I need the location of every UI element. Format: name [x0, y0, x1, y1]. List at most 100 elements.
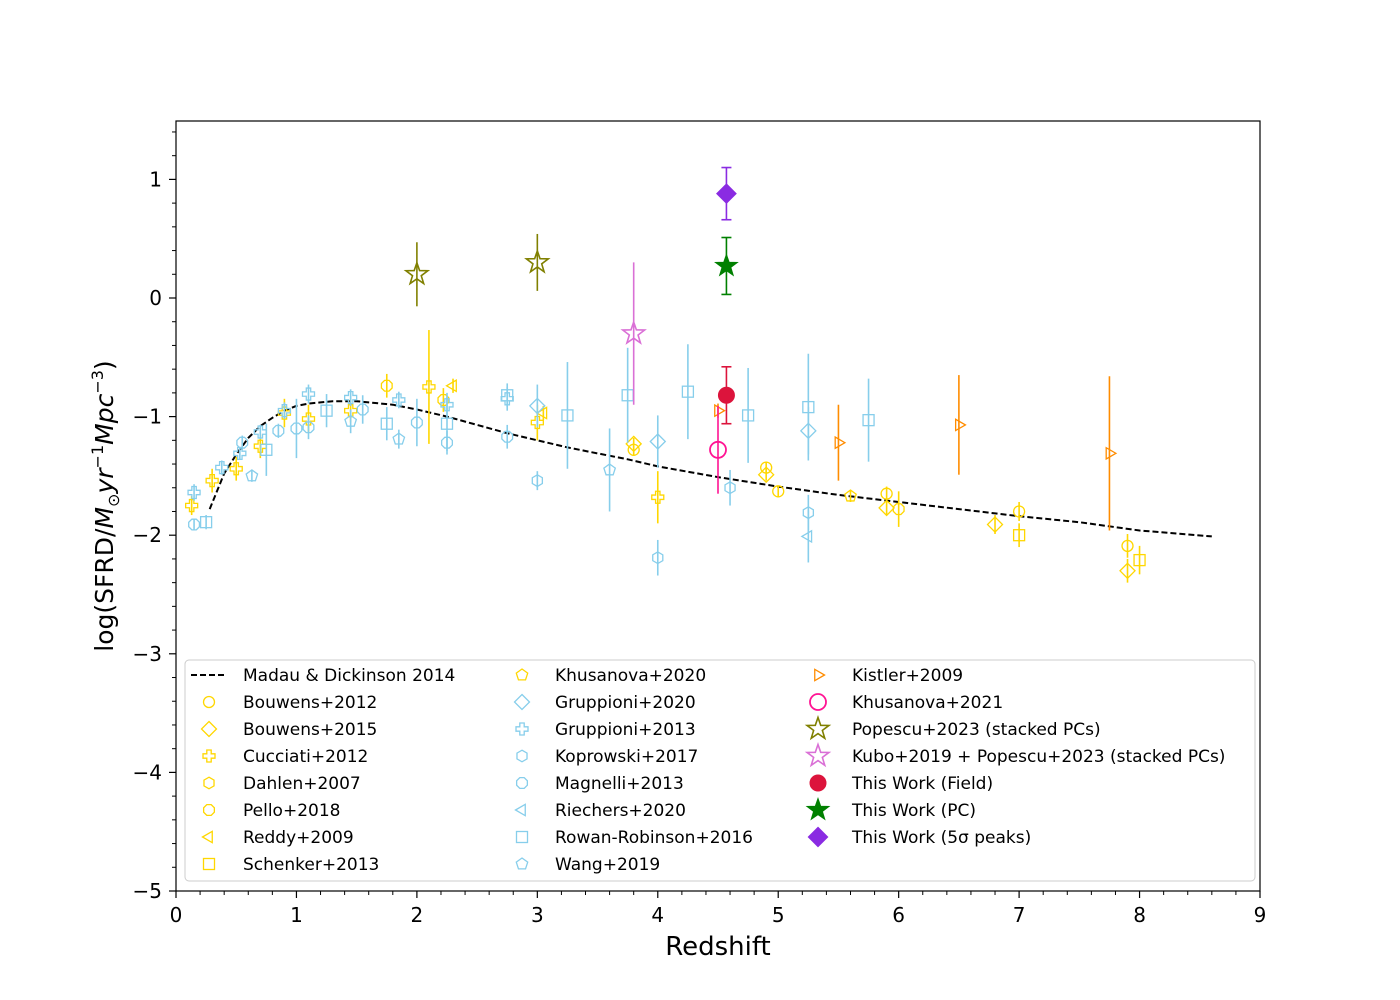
data-point-2-2 — [229, 462, 243, 476]
legend-marker-1-4-shape — [515, 776, 529, 790]
legend-marker-0-4-shape — [203, 776, 215, 790]
data-point-9-6-shape — [343, 390, 358, 405]
data-point-2-7 — [422, 380, 436, 394]
plot-frame — [175, 120, 1261, 892]
legend-marker-0-7-shape — [202, 857, 216, 871]
data-point-9-6 — [343, 390, 358, 405]
legend-entry-0-4: Dahlen+2007 — [203, 774, 361, 794]
legend-marker-1-5 — [514, 803, 526, 817]
data-point-9-5 — [301, 387, 316, 401]
data-point-21-0-shape — [716, 183, 737, 205]
data-point-6-1 — [1133, 553, 1146, 567]
legend-entry-0-2: Bouwens+2015 — [200, 720, 377, 740]
y-tick-label-1: 0 — [149, 286, 162, 310]
legend-entry-0-3: Cucciati+2012 — [202, 747, 368, 767]
legend-label-1-7: Wang+2019 — [555, 855, 660, 875]
series-4 — [380, 373, 905, 527]
legend-entry-2-1: Khusanova+2021 — [809, 693, 1003, 713]
data-point-10-0 — [531, 474, 544, 488]
legend-marker-2-0 — [814, 668, 826, 682]
data-point-2-5-shape — [301, 412, 316, 426]
y-tick-label-2: −1 — [133, 405, 162, 429]
data-point-1-4 — [1119, 562, 1136, 580]
data-point-15-3 — [1105, 446, 1118, 461]
data-point-11-2-shape — [272, 424, 285, 437]
data-point-9-2-shape — [233, 446, 247, 461]
legend-marker-0-5 — [202, 803, 216, 817]
data-point-13-8 — [681, 385, 695, 398]
legend-entry-1-1: Gruppioni+2020 — [513, 693, 696, 713]
legend-entry-1-6: Rowan-Robinson+2016 — [515, 828, 753, 848]
data-point-15-0-shape — [714, 403, 726, 418]
x-tick-label-6: 6 — [892, 903, 905, 927]
legend-marker-0-3 — [202, 749, 216, 763]
data-point-9-2 — [233, 446, 247, 461]
legend-label-2-3: Kubo+2019 + Popescu+2023 (stacked PCs) — [852, 747, 1225, 767]
data-point-21-0 — [716, 183, 737, 205]
y-label-mpc: Mpc — [90, 393, 119, 444]
y-label-sun: ⊙ — [104, 494, 123, 507]
x-axis-label: Redshift — [665, 932, 771, 962]
data-point-13-0 — [199, 516, 213, 529]
data-point-13-1-shape — [260, 443, 273, 456]
legend-entry-0-0: Madau & Dickinson 2014 — [191, 666, 455, 686]
legend-marker-0-1-shape — [202, 695, 216, 709]
legend-marker-1-7-shape — [515, 857, 529, 870]
data-point-17-1-shape — [524, 248, 551, 274]
legend-label-0-4: Dahlen+2007 — [243, 774, 361, 794]
data-point-13-8-shape — [681, 385, 695, 398]
series-21 — [716, 166, 737, 221]
data-point-9-8 — [440, 398, 454, 412]
data-point-2-0-shape — [185, 498, 199, 513]
legend-entry-1-5: Riechers+2020 — [514, 801, 686, 821]
data-point-10-0-shape — [531, 474, 544, 488]
legend-entry-1-2: Gruppioni+2013 — [515, 720, 696, 740]
legend-label-1-5: Riechers+2020 — [555, 801, 686, 821]
data-point-9-1 — [215, 460, 229, 475]
data-point-14-0 — [245, 469, 259, 482]
legend-marker-1-0 — [515, 668, 529, 681]
legend-label-2-1: Khusanova+2021 — [852, 693, 1003, 713]
legend-marker-2-3-shape — [804, 742, 832, 768]
data-point-14-1-shape — [344, 414, 358, 427]
legend-entry-1-0: Khusanova+2020 — [515, 666, 706, 686]
y-tick-label-4: −3 — [133, 642, 162, 666]
y-label-main: log(SFRD/ — [90, 528, 119, 652]
data-point-4-0 — [380, 379, 393, 392]
data-point-5-1 — [535, 406, 548, 420]
legend-marker-0-4 — [203, 776, 215, 790]
series-14 — [245, 409, 617, 512]
data-point-9-7 — [392, 393, 406, 407]
data-point-11-4-shape — [302, 421, 315, 434]
data-point-1-2 — [878, 499, 896, 517]
data-point-1-3 — [986, 516, 1004, 533]
legend-marker-1-0-shape — [515, 668, 529, 681]
data-point-15-1 — [834, 435, 847, 450]
legend-entry-0-1: Bouwens+2012 — [202, 693, 377, 713]
data-point-14-0-shape — [245, 469, 259, 482]
legend-label-0-6: Reddy+2009 — [243, 828, 354, 848]
data-point-2-1-shape — [205, 473, 219, 488]
data-point-13-1 — [260, 443, 273, 456]
data-point-12-0 — [800, 529, 813, 544]
data-point-0-3-shape — [880, 487, 893, 500]
data-point-13-0-shape — [199, 516, 213, 529]
series-0 — [627, 443, 1134, 558]
data-point-0-5-shape — [1121, 539, 1134, 553]
data-point-16-0-shape — [709, 440, 727, 459]
y-label-yr: yr — [90, 467, 119, 495]
data-point-9-7-shape — [392, 393, 406, 407]
legend-marker-2-2 — [804, 715, 832, 741]
y-axis-label: log(SFRD/M⊙yr−1Mpc−3) — [88, 360, 123, 651]
data-point-13-5 — [501, 389, 514, 402]
series-20 — [714, 236, 739, 296]
data-point-2-9 — [651, 490, 665, 504]
legend-marker-0-3-shape — [202, 749, 216, 763]
data-point-17-0 — [403, 260, 431, 286]
data-point-2-7-shape — [422, 380, 436, 394]
legend-marker-1-2 — [515, 722, 529, 736]
legend-marker-1-6-shape — [515, 830, 529, 844]
y-tick-label-6: −5 — [133, 879, 162, 903]
legend-marker-2-3 — [804, 742, 832, 768]
legend-entry-2-6: This Work (5σ peaks) — [807, 826, 1031, 848]
